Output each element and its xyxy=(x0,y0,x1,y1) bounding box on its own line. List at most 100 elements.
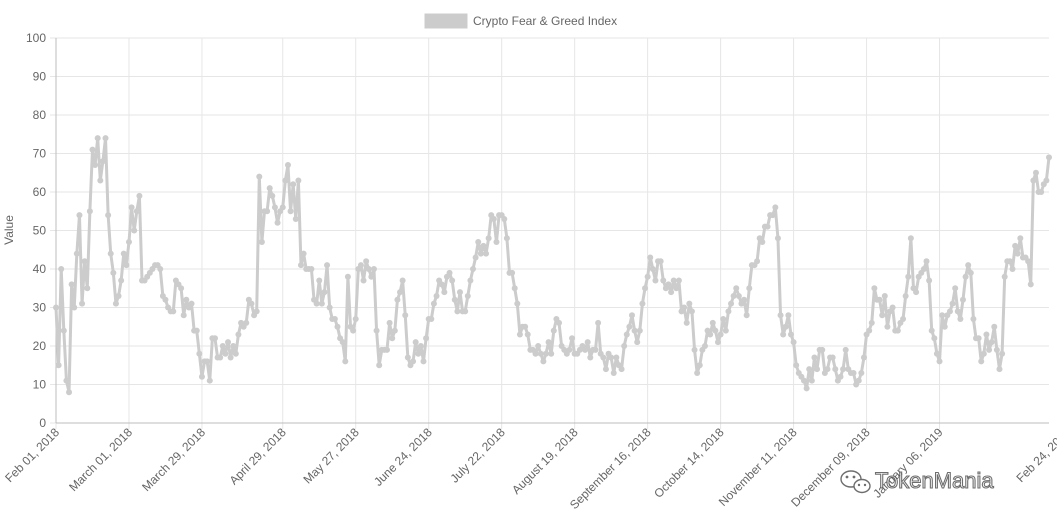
data-point[interactable] xyxy=(446,269,453,276)
data-point[interactable] xyxy=(787,331,794,338)
data-point[interactable] xyxy=(211,335,218,342)
data-point[interactable] xyxy=(282,177,289,184)
data-point[interactable] xyxy=(287,208,294,215)
data-point[interactable] xyxy=(123,262,130,269)
data-point[interactable] xyxy=(55,362,62,369)
data-point[interactable] xyxy=(53,304,59,311)
data-point[interactable] xyxy=(89,146,96,153)
data-point[interactable] xyxy=(670,277,677,284)
data-point[interactable] xyxy=(954,308,961,315)
data-point[interactable] xyxy=(483,250,490,257)
data-point[interactable] xyxy=(501,215,508,222)
data-point[interactable] xyxy=(511,285,518,292)
data-point[interactable] xyxy=(868,319,875,326)
data-point[interactable] xyxy=(115,292,122,299)
data-point[interactable] xyxy=(97,177,104,184)
data-point[interactable] xyxy=(939,312,946,319)
data-point[interactable] xyxy=(926,277,933,284)
data-point[interactable] xyxy=(785,312,792,319)
data-point[interactable] xyxy=(376,362,383,369)
data-point[interactable] xyxy=(900,316,907,323)
data-point[interactable] xyxy=(556,319,563,326)
data-point[interactable] xyxy=(1030,177,1037,184)
data-point[interactable] xyxy=(741,296,748,303)
data-point[interactable] xyxy=(949,300,956,307)
data-point[interactable] xyxy=(550,327,557,334)
data-point[interactable] xyxy=(297,262,304,269)
data-point[interactable] xyxy=(941,323,948,330)
data-point[interactable] xyxy=(777,312,784,319)
data-point[interactable] xyxy=(686,300,693,307)
data-point[interactable] xyxy=(485,235,492,242)
data-point[interactable] xyxy=(959,296,966,303)
data-point[interactable] xyxy=(696,362,703,369)
data-point[interactable] xyxy=(112,300,119,307)
data-point[interactable] xyxy=(503,235,510,242)
data-point[interactable] xyxy=(545,339,552,346)
data-point[interactable] xyxy=(814,366,821,373)
data-point[interactable] xyxy=(183,296,190,303)
data-point[interactable] xyxy=(295,177,302,184)
data-point[interactable] xyxy=(470,266,477,272)
data-point[interactable] xyxy=(946,308,953,315)
data-point[interactable] xyxy=(566,346,573,353)
data-point[interactable] xyxy=(472,254,479,261)
data-point[interactable] xyxy=(746,285,753,292)
data-point[interactable] xyxy=(235,331,242,338)
data-point[interactable] xyxy=(258,239,265,246)
data-point[interactable] xyxy=(125,239,132,246)
data-point[interactable] xyxy=(913,289,920,296)
data-point[interactable] xyxy=(404,354,411,361)
data-point[interactable] xyxy=(600,354,607,361)
data-point[interactable] xyxy=(334,323,341,330)
data-point[interactable] xyxy=(999,350,1006,357)
data-point[interactable] xyxy=(803,385,810,392)
data-point[interactable] xyxy=(300,250,307,257)
data-point[interactable] xyxy=(683,319,690,326)
data-point[interactable] xyxy=(373,327,380,334)
data-point[interactable] xyxy=(284,162,291,169)
data-point[interactable] xyxy=(118,277,125,284)
data-point[interactable] xyxy=(631,327,638,334)
data-point[interactable] xyxy=(628,312,635,319)
data-point[interactable] xyxy=(691,346,698,353)
data-point[interactable] xyxy=(613,354,620,361)
data-point[interactable] xyxy=(602,366,609,373)
data-point[interactable] xyxy=(313,300,320,307)
data-point[interactable] xyxy=(217,354,224,361)
data-point[interactable] xyxy=(193,327,200,334)
data-point[interactable] xyxy=(660,277,667,284)
data-point[interactable] xyxy=(582,346,589,353)
data-point[interactable] xyxy=(871,285,878,292)
data-point[interactable] xyxy=(326,304,333,311)
data-point[interactable] xyxy=(759,239,766,246)
data-point[interactable] xyxy=(120,250,127,257)
data-point[interactable] xyxy=(1014,250,1021,257)
data-point[interactable] xyxy=(514,300,521,307)
data-point[interactable] xyxy=(420,358,427,365)
data-point[interactable] xyxy=(454,308,461,315)
data-point[interactable] xyxy=(996,366,1003,373)
data-point[interactable] xyxy=(584,339,591,346)
data-point[interactable] xyxy=(357,262,364,269)
data-point[interactable] xyxy=(324,262,331,269)
data-point[interactable] xyxy=(464,292,471,299)
data-point[interactable] xyxy=(462,308,469,315)
data-point[interactable] xyxy=(793,362,800,369)
data-point[interactable] xyxy=(675,277,682,284)
data-point[interactable] xyxy=(206,377,213,384)
data-point[interactable] xyxy=(688,308,695,315)
data-point[interactable] xyxy=(475,239,482,246)
data-point[interactable] xyxy=(907,235,914,242)
data-point[interactable] xyxy=(490,215,497,222)
data-point[interactable] xyxy=(701,343,708,349)
data-point[interactable] xyxy=(975,335,982,342)
data-point[interactable] xyxy=(368,273,375,280)
data-point[interactable] xyxy=(769,212,776,219)
data-point[interactable] xyxy=(58,266,65,272)
data-point[interactable] xyxy=(131,227,138,234)
data-point[interactable] xyxy=(243,319,250,326)
data-point[interactable] xyxy=(516,331,523,338)
data-point[interactable] xyxy=(931,335,938,342)
data-point[interactable] xyxy=(824,366,831,373)
